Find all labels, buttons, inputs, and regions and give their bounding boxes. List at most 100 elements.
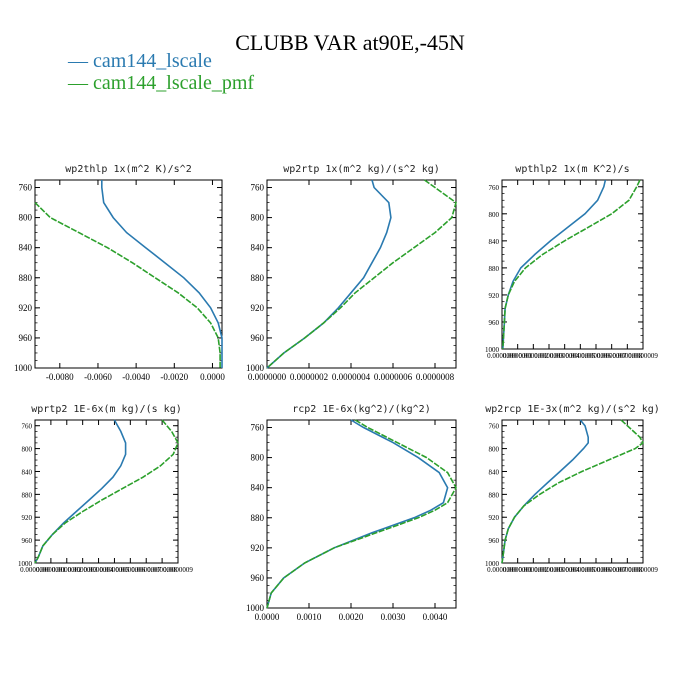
y-tick-label-2-4: 920 (251, 303, 265, 313)
panel-title-6: wp2rcp 1E-3x(m^2 kg)/(s^2 kg) (485, 404, 660, 415)
y-tick-label-3-0: 760 (489, 184, 500, 192)
x-tick-label-6-3: 0.0000003 (534, 566, 564, 574)
y-tick-label-6-3: 880 (489, 491, 500, 499)
y-tick-label-2-5: 960 (251, 333, 265, 343)
panel-2: wp2rtp 1x(m^2 kg)/(s^2 kg) 760 800 840 880 92… (246, 164, 457, 382)
y-tick-label-3-4: 920 (489, 292, 500, 300)
y-tick-label-6-4: 920 (489, 514, 500, 522)
x-tick-label-3-3: 0.0000003 (534, 352, 564, 360)
x-tick-label-3-4: 0.0000004 (550, 352, 580, 360)
x-tick-label-4-1: 0.0000001 (36, 566, 66, 574)
y-tick-label-6-2: 840 (489, 468, 500, 476)
panel-title-2: wp2rtp 1x(m^2 kg)/(s^2 kg) (283, 164, 440, 175)
y-tick-label-3-1: 800 (489, 211, 500, 219)
plot-frame-4 (34, 419, 179, 564)
x-tick-label-2-3: 0.0000006 (374, 372, 413, 382)
x-tick-label-4-8: 0.0000008 (147, 566, 177, 574)
y-tick-label-4-0: 760 (22, 423, 33, 431)
y-tick-label-4-4: 920 (22, 514, 33, 522)
y-tick-label-4-1: 800 (22, 446, 33, 454)
series-line-1-2 (34, 202, 221, 368)
x-tick-label-3-6: 0.0000006 (581, 352, 611, 360)
series-line-3-2 (502, 179, 641, 350)
plot-frame-2 (266, 179, 457, 369)
x-tick-label-6-0: 0.0000000 (487, 566, 517, 574)
y-tick-label-5-0: 760 (251, 423, 265, 433)
plot-frame-6 (501, 419, 644, 564)
x-tick-label-5-4: 0.0040 (423, 612, 448, 622)
x-tick-label-6-5: 0.0000005 (565, 566, 595, 574)
y-tick-label-2-2: 840 (251, 243, 265, 253)
y-tick-label-5-4: 920 (251, 543, 265, 553)
series-line-3-1 (502, 179, 607, 350)
y-tick-label-3-2: 840 (489, 238, 500, 246)
y-tick-label-3-5: 960 (489, 319, 500, 327)
y-tick-label-5-6: 1000 (246, 603, 265, 613)
legend-swatch-2: — (68, 72, 93, 94)
panel-1: wp2thlp 1x(m^2 K)/s^2 760 800 840 880 920 960 1… (14, 164, 225, 382)
x-tick-label-1-2: -0.0040 (122, 372, 150, 382)
x-tick-label-2-0: 0.0000000 (248, 372, 287, 382)
series-line-2-1 (266, 179, 392, 369)
panel-3: wpthlp2 1x(m K^2)/s 760 800 840 880 920 960 100… (485, 164, 658, 360)
series-line-4-2 (34, 419, 179, 564)
y-tick-label-4-3: 880 (22, 491, 33, 499)
x-tick-label-5-2: 0.0020 (339, 612, 364, 622)
y-tick-label-5-3: 880 (251, 513, 265, 523)
x-tick-label-3-0: 0.0000000 (487, 352, 517, 360)
x-tick-label-5-3: 0.0030 (381, 612, 406, 622)
legend-entry-2: — cam144_lscale_pmf (68, 72, 254, 95)
series-line-5-1 (266, 419, 449, 609)
x-tick-label-4-4: 0.0000004 (84, 566, 114, 574)
x-tick-label-5-1: 0.0010 (297, 612, 322, 622)
x-tick-label-4-6: 0.0000006 (115, 566, 145, 574)
x-tick-label-3-2: 0.0000002 (518, 352, 548, 360)
y-tick-label-1-3: 880 (19, 273, 33, 283)
x-tick-label-3-8: 0.0000008 (612, 352, 642, 360)
x-tick-label-6-7: 0.0000007 (597, 566, 627, 574)
y-tick-label-5-5: 960 (251, 573, 265, 583)
series-line-6-1 (501, 419, 590, 564)
panel-5: rcp2 1E-6x(kg^2)/(kg^2) 760 800 840 880 920 96… (246, 404, 457, 622)
y-tick-label-4-5: 960 (22, 537, 33, 545)
y-tick-label-6-5: 960 (489, 537, 500, 545)
y-tick-label-5-1: 800 (251, 453, 265, 463)
x-tick-label-3-1: 0.0000001 (503, 352, 533, 360)
x-tick-label-6-4: 0.0000004 (550, 566, 580, 574)
figure-title: CLUBB VAR at90E,-45N (235, 30, 465, 55)
panel-title-5: rcp2 1E-6x(kg^2)/(kg^2) (292, 404, 430, 415)
series-line-4-1 (34, 419, 127, 564)
y-tick-label-6-6: 1000 (485, 560, 500, 568)
plot-frame-3 (501, 179, 644, 350)
y-tick-label-1-5: 960 (19, 333, 33, 343)
y-tick-label-6-1: 800 (489, 446, 500, 454)
x-tick-label-2-4: 0.0000008 (416, 372, 455, 382)
panel-title-1: wp2thlp 1x(m^2 K)/s^2 (65, 164, 191, 175)
series-line-1-1 (101, 180, 223, 368)
x-tick-label-4-5: 0.0000005 (100, 566, 130, 574)
y-tick-label-1-2: 840 (19, 243, 33, 253)
series-line-5-2 (266, 419, 457, 609)
x-tick-label-4-7: 0.0000007 (131, 566, 161, 574)
legend-label-2: cam144_lscale_pmf (93, 72, 255, 94)
x-tick-label-1-3: -0.0020 (160, 372, 188, 382)
legend-label-1: cam144_lscale (93, 50, 212, 72)
y-tick-label-2-0: 760 (251, 183, 265, 193)
panel-6: wp2rcp 1E-3x(m^2 kg)/(s^2 kg) 760 800 840 88… (485, 404, 660, 574)
x-tick-label-4-3: 0.0000003 (68, 566, 98, 574)
plot-frame-1 (34, 179, 223, 369)
x-tick-label-3-5: 0.0000005 (565, 352, 595, 360)
x-tick-label-4-9: 0.0000009 (163, 566, 193, 574)
x-tick-label-6-2: 0.0000002 (518, 566, 548, 574)
y-tick-label-6-0: 760 (489, 423, 500, 431)
x-tick-label-1-4: 0.0000 (200, 372, 225, 382)
y-tick-label-1-6: 1000 (14, 363, 33, 373)
x-tick-label-4-0: 0.0000000 (20, 566, 50, 574)
series-line-6-2 (501, 419, 645, 564)
x-tick-label-3-7: 0.0000007 (597, 352, 627, 360)
y-tick-label-1-1: 800 (19, 213, 33, 223)
y-tick-label-2-1: 800 (251, 213, 265, 223)
x-tick-label-6-6: 0.0000006 (581, 566, 611, 574)
